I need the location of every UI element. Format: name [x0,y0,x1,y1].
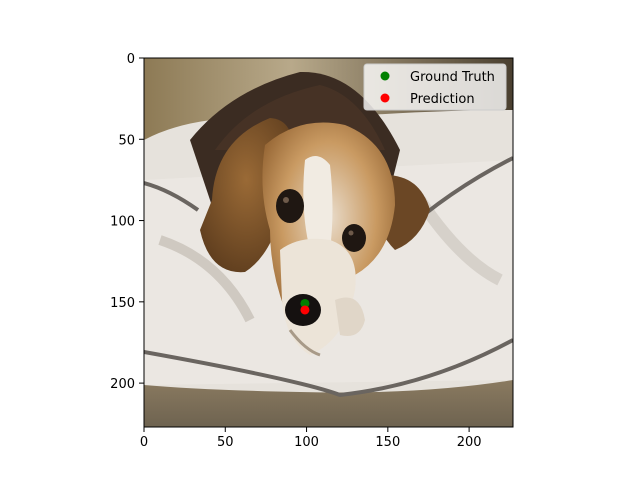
x-tick-label: 50 [217,435,234,450]
y-tick-label: 200 [110,377,135,392]
legend-marker-ground-truth [380,71,390,81]
legend-label-prediction: Prediction [410,92,475,107]
scatter-points [300,298,310,315]
y-axis: 0 50 100 150 200 [110,52,144,392]
x-tick-label: 0 [140,435,148,450]
y-tick-label: 150 [110,296,135,311]
x-tick-label: 200 [457,435,482,450]
y-tick-label: 0 [127,52,135,67]
x-tick-label: 100 [294,435,319,450]
legend-label-ground-truth: Ground Truth [410,70,495,85]
point-ground-truth [300,298,310,308]
y-tick-label: 100 [110,215,135,230]
plot-area-frame [143,57,514,428]
legend-box [363,63,507,111]
point-prediction [300,305,310,315]
y-tick-label: 50 [118,133,135,148]
x-tick-label: 150 [375,435,400,450]
x-axis: 0 50 100 150 200 [140,427,482,450]
background-photo [144,58,513,427]
legend-marker-prediction [380,93,390,103]
legend: Ground Truth Prediction [363,63,507,111]
